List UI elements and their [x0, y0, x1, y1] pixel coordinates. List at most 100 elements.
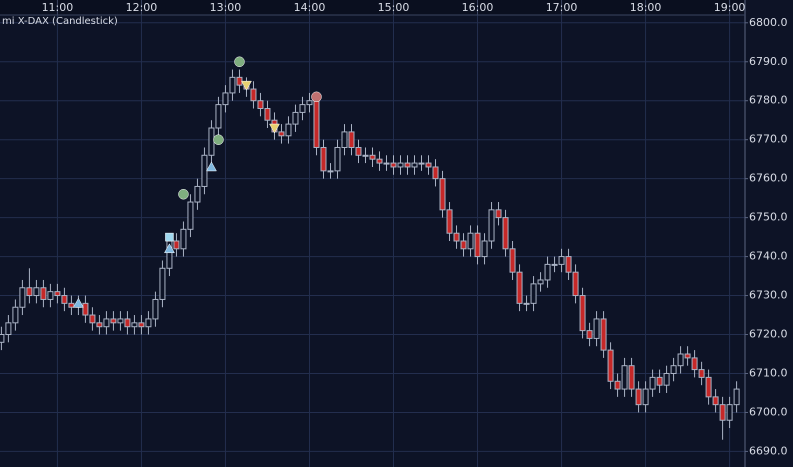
candle-body [593, 318, 600, 339]
candle-body [26, 287, 33, 297]
candle-body [82, 302, 89, 316]
y-tick-label: 6770.0 [749, 133, 788, 146]
y-tick-label: 6780.0 [749, 94, 788, 107]
candle-body [586, 330, 593, 339]
candle-body [481, 240, 488, 258]
x-tick-label: 18:00 [630, 1, 662, 14]
candle-body [425, 162, 432, 168]
candle-body [530, 283, 537, 304]
candle-body [313, 100, 320, 148]
x-tick-label: 17:00 [546, 1, 578, 14]
candle-body [68, 302, 75, 308]
y-tick-label: 6800.0 [749, 16, 788, 29]
candle-body [236, 76, 243, 86]
candle-body [607, 349, 614, 382]
candle-body [537, 279, 544, 285]
candle-body [495, 209, 502, 219]
candle-body [439, 178, 446, 211]
y-tick-label: 6720.0 [749, 328, 788, 341]
candle-body [47, 291, 54, 300]
candle-body [215, 104, 222, 129]
signal-marker [311, 91, 322, 103]
signal-marker [165, 232, 174, 242]
candle-body [551, 263, 558, 266]
candle-body [124, 318, 131, 328]
y-tick-label: 6690.0 [749, 444, 788, 457]
x-tick-label: 11:00 [42, 1, 74, 14]
candle-body [649, 376, 656, 390]
candle-body [733, 388, 740, 406]
time-bar [0, 0, 745, 15]
candle-body [467, 232, 474, 250]
candle-body [502, 217, 509, 250]
candle-body [61, 295, 68, 304]
candle-body [103, 318, 110, 328]
candles [0, 56, 740, 440]
candle-body [621, 365, 628, 390]
candle-body [131, 322, 138, 328]
candle-body [299, 104, 306, 113]
candle-body [194, 185, 201, 203]
candle-body [173, 240, 180, 250]
candle-body [488, 209, 495, 242]
candle-body [418, 162, 425, 165]
x-tick-label: 19:00 [714, 1, 746, 14]
candle-body [348, 131, 355, 148]
candle-body [208, 127, 215, 156]
candle-body [5, 322, 12, 336]
candle-body [201, 154, 208, 187]
candle-body [579, 295, 586, 332]
candle-body [96, 322, 103, 328]
candle-body [285, 123, 292, 137]
chart-title: mi X-DAX (Candlestick) [2, 16, 118, 27]
candle-body [257, 100, 264, 110]
candle-body [565, 256, 572, 273]
candle-body [572, 271, 579, 297]
candle-body [509, 248, 516, 273]
candle-body [712, 396, 719, 406]
candle-body [306, 100, 313, 106]
candle-body [278, 131, 285, 137]
candle-body [355, 146, 362, 156]
candle-body [474, 232, 481, 258]
candle-body [523, 302, 530, 305]
y-tick-label: 6740.0 [749, 250, 788, 263]
candle-body [628, 365, 635, 390]
candle-body [33, 287, 40, 297]
candle-body [397, 162, 404, 168]
candle-body [89, 314, 96, 324]
signal-marker [178, 188, 189, 200]
candle-body [369, 154, 376, 160]
candle-body [187, 201, 194, 230]
signal-marker [269, 123, 280, 134]
candle-body [145, 318, 152, 328]
candle-body [292, 111, 299, 125]
candle-body [691, 357, 698, 371]
candle-body [229, 76, 236, 94]
y-tick-label: 6760.0 [749, 172, 788, 185]
signal-marker [164, 243, 175, 254]
signal-marker [213, 134, 224, 145]
candle-body [698, 369, 705, 378]
candle-body [705, 376, 712, 398]
y-tick-label: 6710.0 [749, 366, 788, 379]
candle-body [327, 170, 334, 173]
candle-body [600, 318, 607, 351]
x-tick-label: 14:00 [294, 1, 326, 14]
candle-body [264, 108, 271, 121]
candle-body [614, 380, 621, 390]
candle-body [383, 162, 390, 165]
candle-body [110, 318, 117, 324]
grid [0, 15, 745, 467]
candle-body [558, 256, 565, 265]
candle-body [390, 162, 397, 168]
candle-body [516, 271, 523, 304]
candle-body [159, 267, 166, 300]
y-tick-label: 6790.0 [749, 55, 788, 68]
candle-body [362, 154, 369, 157]
candle-body [376, 158, 383, 164]
candle-body [180, 228, 187, 250]
candle-body [54, 291, 61, 297]
